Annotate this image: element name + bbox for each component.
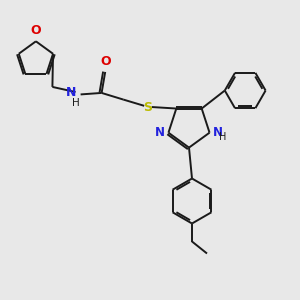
Text: O: O [31, 24, 41, 38]
Text: S: S [143, 100, 152, 113]
Text: N: N [66, 86, 76, 99]
Text: N: N [155, 126, 165, 139]
Text: H: H [218, 133, 226, 142]
Text: O: O [100, 55, 110, 68]
Text: N: N [213, 126, 223, 139]
Text: H: H [72, 98, 80, 108]
